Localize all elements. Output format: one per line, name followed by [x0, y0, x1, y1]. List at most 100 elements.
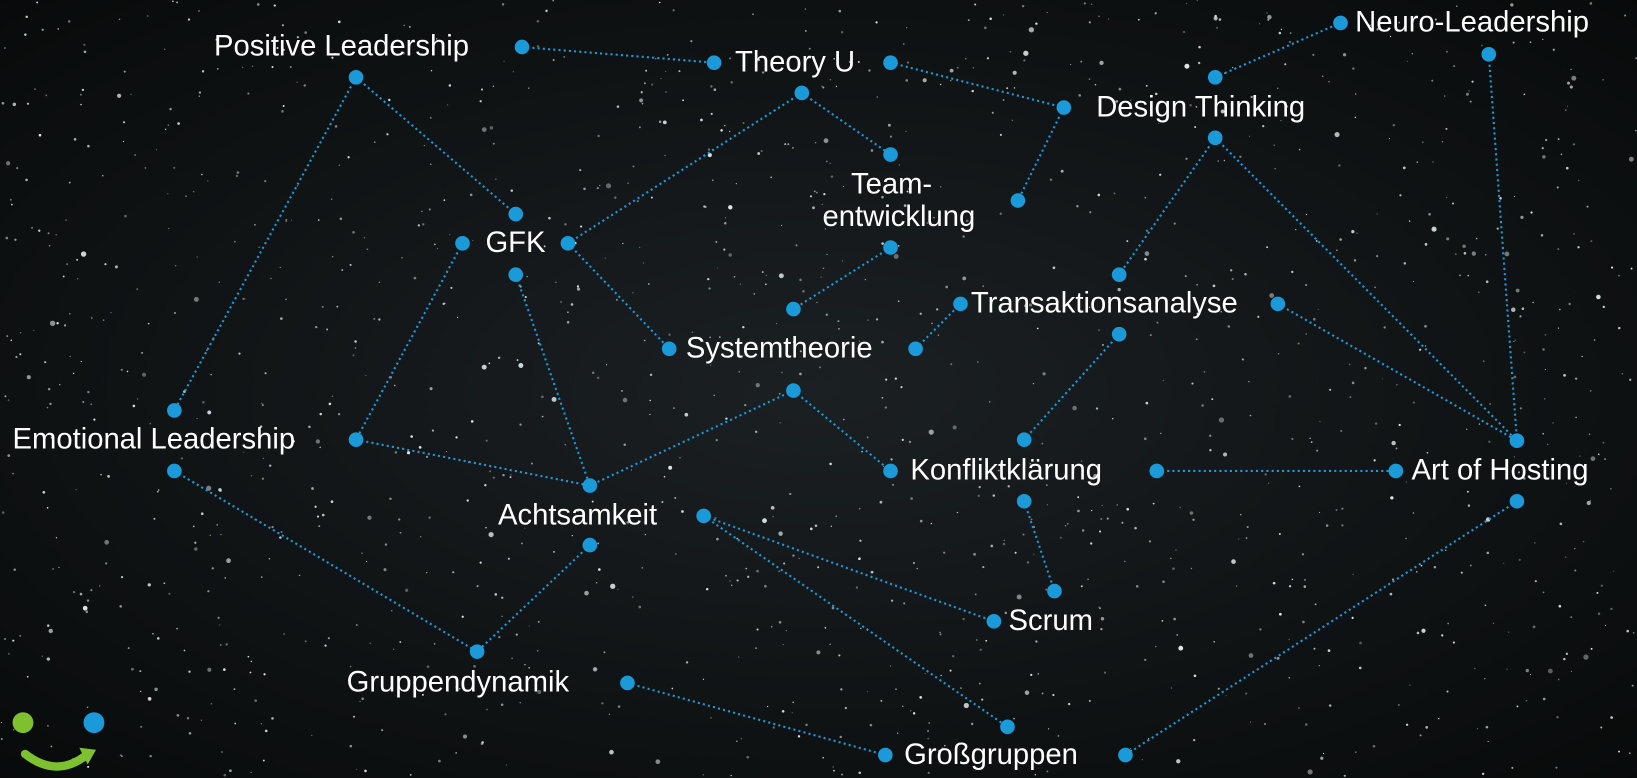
star: [1266, 246, 1268, 248]
star: [1196, 338, 1198, 340]
star: [599, 185, 600, 186]
star: [1405, 538, 1407, 540]
star: [642, 103, 643, 104]
star: [659, 2, 661, 4]
node-dot: [508, 207, 523, 222]
star: [59, 384, 60, 385]
star: [1184, 64, 1189, 69]
star: [637, 200, 639, 202]
star: [720, 129, 723, 132]
star: [1, 738, 3, 740]
star: [121, 369, 123, 371]
node-dot: [1510, 433, 1525, 448]
star: [890, 665, 891, 666]
star: [1193, 739, 1195, 741]
star: [16, 167, 18, 169]
star: [744, 404, 746, 406]
node-dot: [1208, 131, 1223, 146]
star: [1591, 456, 1596, 461]
star: [1198, 46, 1201, 49]
star: [1468, 90, 1469, 91]
star: [1232, 278, 1234, 280]
star: [452, 571, 454, 573]
star: [1065, 525, 1066, 526]
star: [68, 20, 71, 23]
star: [655, 759, 660, 764]
star: [47, 507, 49, 509]
star: [174, 312, 176, 314]
star: [13, 103, 16, 106]
star: [529, 625, 530, 626]
star: [833, 766, 834, 767]
star: [185, 196, 186, 197]
star: [335, 125, 338, 128]
star: [486, 440, 488, 442]
star: [220, 644, 222, 646]
star: [1578, 180, 1580, 182]
star: [757, 152, 760, 155]
star: [888, 124, 891, 127]
star: [747, 576, 749, 578]
star: [1144, 659, 1146, 661]
star: [281, 531, 283, 533]
star: [404, 25, 405, 26]
star: [13, 569, 15, 571]
star: [980, 649, 982, 651]
star: [422, 223, 424, 225]
star: [318, 525, 320, 527]
star: [270, 278, 272, 280]
star: [537, 20, 540, 23]
star: [44, 361, 46, 363]
star: [925, 673, 926, 674]
star: [1425, 726, 1428, 729]
star: [328, 637, 330, 639]
star: [1445, 128, 1447, 130]
star: [816, 302, 817, 303]
star: [1223, 452, 1227, 456]
star: [211, 703, 213, 705]
star: [149, 755, 151, 757]
node-dot: [583, 538, 598, 553]
star: [1219, 417, 1224, 422]
star: [910, 710, 911, 711]
star: [367, 248, 369, 250]
star: [989, 401, 991, 403]
star: [871, 149, 874, 152]
star: [1185, 158, 1187, 160]
star: [471, 420, 474, 423]
star: [1482, 773, 1484, 775]
star: [373, 318, 375, 320]
star: [548, 217, 551, 220]
star: [1107, 518, 1109, 520]
star: [962, 276, 966, 280]
star: [1427, 452, 1429, 454]
node-dot: [1011, 193, 1026, 208]
star: [331, 500, 334, 503]
star: [434, 243, 436, 245]
star: [765, 283, 767, 285]
star: [244, 298, 246, 300]
star: [481, 89, 483, 91]
star: [140, 726, 142, 728]
star: [1508, 631, 1509, 632]
star: [1304, 579, 1306, 581]
star: [269, 464, 271, 466]
star: [69, 182, 71, 184]
star: [1159, 174, 1161, 176]
star: [644, 82, 646, 84]
star: [1428, 213, 1431, 216]
star: [251, 661, 253, 663]
star: [480, 562, 482, 564]
star: [1488, 741, 1489, 742]
star: [1077, 510, 1080, 513]
star: [64, 324, 66, 326]
star: [883, 466, 884, 467]
star: [829, 463, 832, 466]
star: [65, 219, 67, 221]
star: [493, 477, 495, 479]
star: [1533, 626, 1536, 629]
star: [1100, 628, 1102, 630]
star: [336, 306, 338, 308]
star: [648, 283, 650, 285]
star: [1409, 685, 1410, 686]
